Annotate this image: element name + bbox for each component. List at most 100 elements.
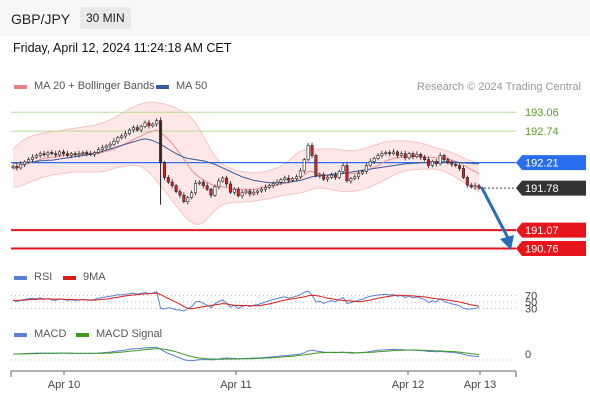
candle-body xyxy=(248,190,252,195)
legend-macd-label: MACD xyxy=(34,328,66,340)
candle-body xyxy=(178,191,182,196)
candle-body xyxy=(364,165,368,172)
legend-macd-swatch xyxy=(14,333,27,337)
x-tick-label: Apr 10 xyxy=(48,379,80,391)
level-label-193.06: 193.06 xyxy=(525,107,559,119)
candle-body xyxy=(376,155,380,159)
candle-body xyxy=(384,152,388,155)
candle-body xyxy=(399,153,403,156)
candle-body xyxy=(349,178,353,182)
candle-body xyxy=(112,140,116,145)
candle-body xyxy=(380,153,384,156)
candle-body xyxy=(271,183,275,187)
candle-body xyxy=(477,185,481,189)
candle-body xyxy=(155,120,159,125)
legend-rsi-swatch xyxy=(14,276,27,280)
legend-ma50-label: MA 50 xyxy=(176,80,207,92)
candle-body xyxy=(423,156,427,160)
level-label-191.78: 191.78 xyxy=(525,183,559,195)
rsi-line xyxy=(12,290,480,312)
candle-body xyxy=(283,177,287,181)
bollinger-upper-line xyxy=(12,101,480,174)
candle-body xyxy=(411,153,415,157)
candle-body xyxy=(15,165,19,169)
timeframe-badge[interactable]: 30 MIN xyxy=(80,7,131,29)
candle-body xyxy=(127,129,132,134)
candle-body xyxy=(310,145,314,156)
candle-body xyxy=(228,183,232,193)
level-label-192.21: 192.21 xyxy=(525,158,559,170)
candle-body xyxy=(197,181,201,184)
candle-body xyxy=(69,153,73,156)
candle-body xyxy=(217,180,221,188)
candle-body xyxy=(213,186,217,196)
x-tick-label: Apr 12 xyxy=(392,379,424,391)
legend-rsi-ma-label: 9MA xyxy=(83,271,106,283)
candle-body xyxy=(116,137,120,142)
level-tag-191.78 xyxy=(516,180,586,196)
candle-body xyxy=(360,171,365,174)
candle-body xyxy=(318,174,322,177)
candle-body xyxy=(240,192,244,197)
candle-body xyxy=(190,192,194,198)
rsi-ma-line xyxy=(13,292,480,310)
rsi-tick-30: 30 xyxy=(525,303,537,315)
candle-body xyxy=(415,153,419,157)
candle-body xyxy=(465,177,469,186)
credit-text: Research © 2024 Trading Central xyxy=(417,81,581,93)
candle-body xyxy=(430,161,434,166)
macd-signal-line xyxy=(13,348,480,360)
candle-body xyxy=(341,165,345,172)
candle-body xyxy=(469,184,473,188)
candle-body xyxy=(85,152,89,155)
candle-body xyxy=(357,172,361,178)
candle-body xyxy=(267,185,271,188)
candle-body xyxy=(166,177,170,183)
candle-body xyxy=(124,133,128,137)
candle-body xyxy=(345,165,349,182)
chart-datetime: Friday, April 12, 2024 11:24:18 AM CET xyxy=(13,41,232,55)
candle-body xyxy=(34,155,38,158)
candle-body xyxy=(120,135,124,139)
x-tick-label: Apr 11 xyxy=(220,379,252,391)
candle-body xyxy=(54,153,58,156)
candle-body xyxy=(458,165,462,169)
candle-body xyxy=(392,151,396,155)
candle-body xyxy=(58,151,62,156)
macd-tick-0: 0 xyxy=(525,349,531,361)
candle-body xyxy=(42,153,46,156)
legend-bollinger-label: MA 20 + Bollinger Bands xyxy=(34,80,155,92)
candle-body xyxy=(461,168,465,178)
candle-body xyxy=(65,153,69,156)
candle-body xyxy=(372,158,376,162)
candle-body xyxy=(209,188,213,196)
candle-body xyxy=(61,151,65,155)
candle-body xyxy=(135,127,139,131)
candle-body xyxy=(174,185,178,192)
candle-body xyxy=(131,127,135,131)
candle-body xyxy=(151,123,155,127)
forecast-arrow-shaft xyxy=(480,186,510,240)
candle-body xyxy=(147,122,151,127)
candle-body xyxy=(287,177,291,181)
legend-ma50-swatch xyxy=(156,85,169,89)
candle-body xyxy=(279,179,283,183)
candle-body xyxy=(291,178,295,181)
candle-body xyxy=(244,190,248,194)
level-label-191.07: 191.07 xyxy=(525,225,559,237)
candle-body xyxy=(38,153,42,156)
candle-body xyxy=(294,176,298,179)
candle-body xyxy=(100,147,104,150)
candle-body xyxy=(201,181,205,187)
candle-body xyxy=(275,181,279,185)
x-tick-label: Apr 13 xyxy=(464,379,496,391)
candle-body xyxy=(302,159,306,172)
candle-body xyxy=(306,145,310,160)
candle-body xyxy=(427,159,431,166)
level-label-192.74: 192.74 xyxy=(525,126,559,138)
candle-body xyxy=(263,187,267,190)
candle-body xyxy=(298,170,302,178)
candle-body xyxy=(182,194,186,203)
candle-body xyxy=(221,177,225,182)
candle-body xyxy=(337,171,341,178)
